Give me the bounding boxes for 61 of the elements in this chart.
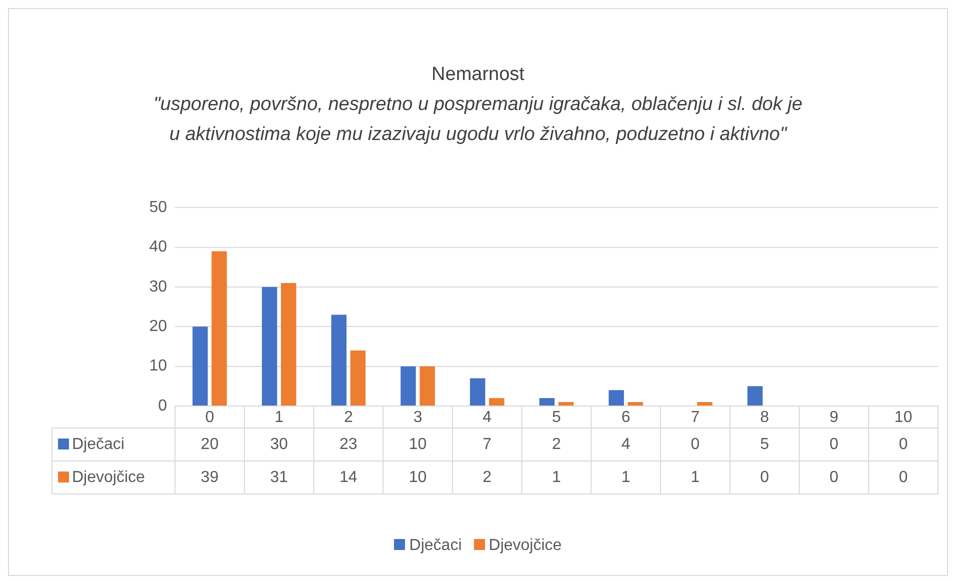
data-label: 14 bbox=[340, 468, 358, 486]
data-label: 5 bbox=[760, 436, 770, 453]
bar bbox=[558, 402, 574, 406]
bar bbox=[697, 402, 712, 406]
bar bbox=[192, 326, 208, 406]
y-tick-label: 0 bbox=[158, 397, 168, 414]
bar bbox=[539, 398, 555, 406]
text: Djevojčice bbox=[488, 537, 562, 554]
y-tick-label: 10 bbox=[149, 358, 168, 375]
x-tick-label: 6 bbox=[621, 409, 630, 426]
x-tick-label: 9 bbox=[830, 409, 838, 426]
x-tick-label: 0 bbox=[205, 409, 214, 426]
data-label: 20 bbox=[200, 436, 219, 453]
text: Dječaci bbox=[409, 537, 462, 554]
y-tick-label: 30 bbox=[149, 278, 168, 296]
chart-title: Nemarnost bbox=[430, 64, 526, 86]
bar bbox=[280, 282, 296, 406]
x-tick-label: 8 bbox=[760, 409, 770, 426]
bar bbox=[331, 314, 346, 406]
data-label: 1 bbox=[552, 468, 562, 486]
data-label: 4 bbox=[621, 436, 630, 453]
x-tick-label: 10 bbox=[894, 409, 912, 426]
data-label: 0 bbox=[898, 436, 908, 453]
data-label: 0 bbox=[898, 468, 908, 486]
x-tick-label: 3 bbox=[413, 409, 422, 426]
bar bbox=[212, 251, 227, 406]
bar bbox=[400, 366, 416, 406]
data-label: 7 bbox=[482, 436, 492, 453]
x-tick-label: 7 bbox=[690, 409, 700, 426]
bar bbox=[489, 398, 504, 406]
data-label: 0 bbox=[830, 436, 838, 453]
data-label: 39 bbox=[200, 468, 219, 486]
y-tick-label: 40 bbox=[149, 238, 168, 256]
data-label: 23 bbox=[340, 436, 358, 453]
bar bbox=[628, 402, 644, 406]
bar bbox=[262, 286, 278, 406]
data-label: 0 bbox=[760, 468, 770, 486]
x-tick-label: 5 bbox=[552, 409, 562, 426]
data-label: 0 bbox=[690, 436, 700, 453]
data-label: 30 bbox=[270, 436, 288, 453]
y-tick-label: 50 bbox=[149, 199, 168, 216]
legend-label: Dječaci bbox=[72, 436, 124, 453]
bar bbox=[608, 390, 624, 406]
bar bbox=[747, 386, 763, 406]
data-label: 2 bbox=[552, 436, 562, 453]
legend-label: Djevojčice bbox=[72, 468, 146, 486]
data-label: 0 bbox=[830, 468, 838, 486]
bar bbox=[470, 378, 486, 406]
x-tick-label: 4 bbox=[482, 409, 492, 426]
data-label: 1 bbox=[690, 468, 700, 486]
x-tick-label: 2 bbox=[344, 409, 353, 426]
chart-subtitle: "usporeno, površno, nespretno u pospremanju igračaka, oblačenju i sl. dok je u aktivnostima koje mu izazivaju ugodu vrlo živahno, poduzetno i aktivno" bbox=[152, 93, 804, 147]
y-tick-label: 20 bbox=[149, 318, 168, 336]
data-label: 10 bbox=[408, 436, 427, 453]
bar bbox=[420, 366, 435, 406]
x-tick-label: 1 bbox=[274, 409, 284, 426]
data-label: 10 bbox=[408, 468, 427, 486]
data-label: 1 bbox=[621, 468, 630, 486]
bar bbox=[350, 350, 366, 406]
data-label: 31 bbox=[270, 468, 288, 486]
data-label: 2 bbox=[482, 468, 492, 486]
